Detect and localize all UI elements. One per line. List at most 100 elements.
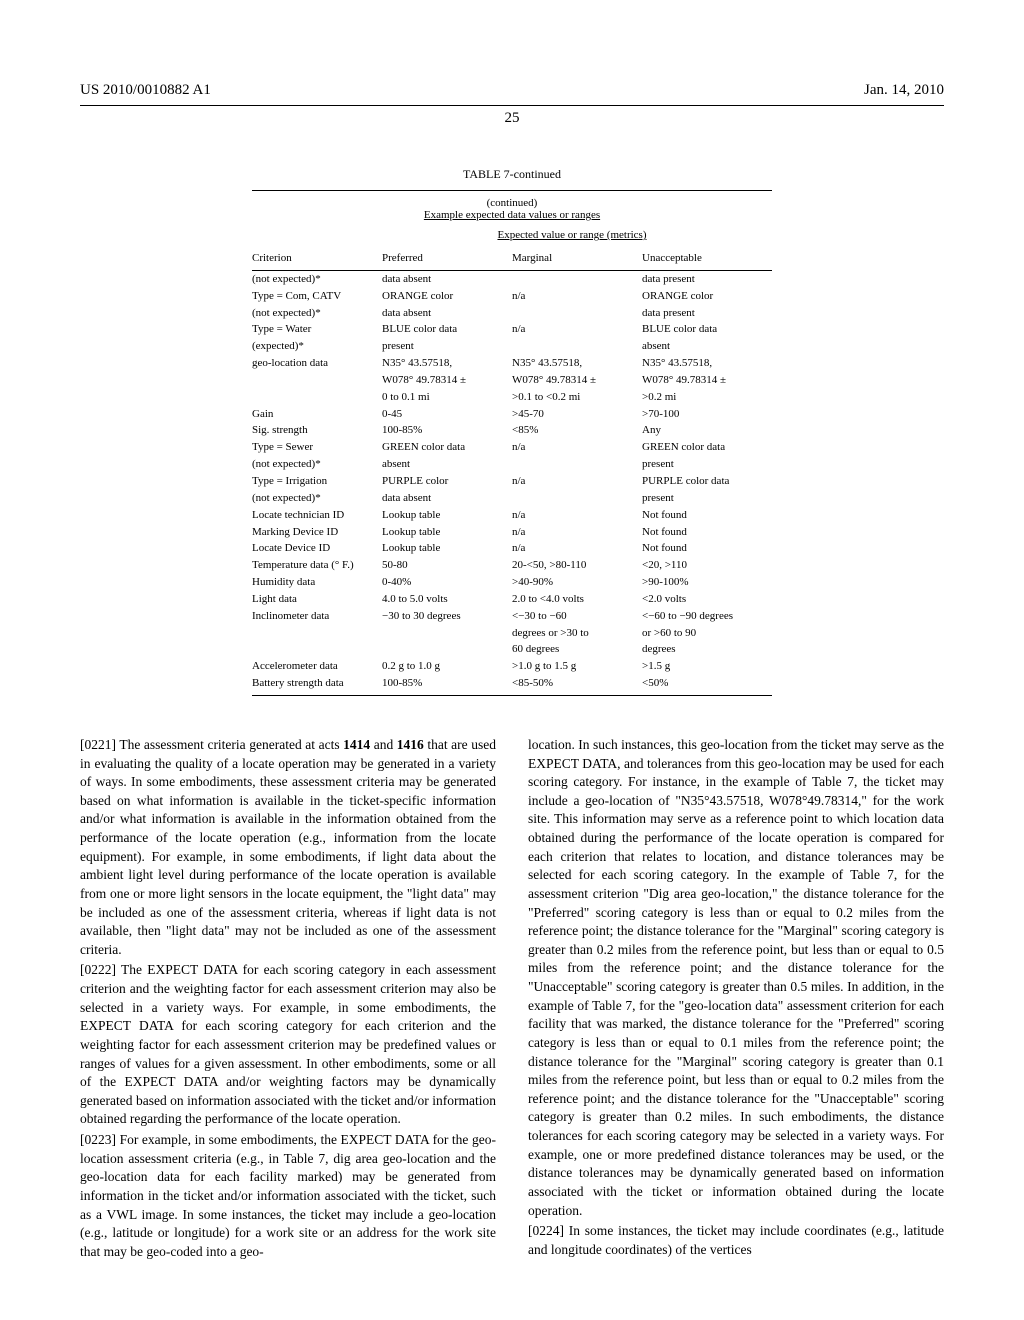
table-cell: Gain xyxy=(252,406,382,423)
table-cell: GREEN color data xyxy=(382,439,512,456)
table-row: Marking Device IDLookup tablen/aNot foun… xyxy=(252,524,772,541)
table-cell: 20-<50, >80-110 xyxy=(512,557,642,574)
table-row: Temperature data (° F.)50-8020-<50, >80-… xyxy=(252,557,772,574)
table-cell: Marking Device ID xyxy=(252,524,382,541)
table-cell xyxy=(382,625,512,642)
table-row: Locate Device IDLookup tablen/aNot found xyxy=(252,540,772,557)
header-rule xyxy=(80,105,944,106)
table-cell: BLUE color data xyxy=(642,321,772,338)
table-title: TABLE 7-continued xyxy=(252,167,772,182)
table-cell: Any xyxy=(642,422,772,439)
table-cell: N35° 43.57518, xyxy=(642,355,772,372)
table-cell: (not expected)* xyxy=(252,490,382,507)
table-cell: n/a xyxy=(512,507,642,524)
table-cell: N35° 43.57518, xyxy=(382,355,512,372)
table-rule-top xyxy=(252,190,772,191)
table-cell: Inclinometer data xyxy=(252,608,382,625)
col-header-preferred: Preferred xyxy=(382,247,512,270)
table-cell: (not expected)* xyxy=(252,456,382,473)
table-cell: 50-80 xyxy=(382,557,512,574)
table-cell: n/a xyxy=(512,439,642,456)
table-cell: n/a xyxy=(512,540,642,557)
table-cell: >0.1 to <0.2 mi xyxy=(512,389,642,406)
table-row: degrees or >30 toor >60 to 90 xyxy=(252,625,772,642)
paragraph-0223: [0223] For example, in some embodiments,… xyxy=(80,1131,496,1261)
table-cell: <2.0 volts xyxy=(642,591,772,608)
table-row: Humidity data0-40%>40-90%>90-100% xyxy=(252,574,772,591)
table-7-continued: TABLE 7-continued (continued) Example ex… xyxy=(252,167,772,696)
col-header-marginal: Marginal xyxy=(512,247,642,270)
table-cell: Sig. strength xyxy=(252,422,382,439)
table-cell: Light data xyxy=(252,591,382,608)
table-cell: Lookup table xyxy=(382,540,512,557)
table-cell: 4.0 to 5.0 volts xyxy=(382,591,512,608)
table-cell xyxy=(252,625,382,642)
table-cell: Not found xyxy=(642,524,772,541)
table-cell: present xyxy=(382,338,512,355)
table-cell: <85-50% xyxy=(512,675,642,695)
table-cell: Locate technician ID xyxy=(252,507,382,524)
table-cell: absent xyxy=(382,456,512,473)
table-cell: n/a xyxy=(512,288,642,305)
paragraph-0221: [0221] The assessment criteria generated… xyxy=(80,736,496,960)
table-cell: Type = Water xyxy=(252,321,382,338)
table-row: 60 degreesdegrees xyxy=(252,641,772,658)
table-cell: Locate Device ID xyxy=(252,540,382,557)
table-cell xyxy=(252,641,382,658)
table-cell: W078° 49.78314 ± xyxy=(512,372,642,389)
table-cell: >45-70 xyxy=(512,406,642,423)
table-cell: Battery strength data xyxy=(252,675,382,695)
table-cell xyxy=(512,338,642,355)
table-row: geo-location dataN35° 43.57518,N35° 43.5… xyxy=(252,355,772,372)
table-row: Locate technician IDLookup tablen/aNot f… xyxy=(252,507,772,524)
paragraph-0222-text: [0222] The EXPECT DATA for each scoring … xyxy=(80,962,496,1126)
table-cell: 2.0 to <4.0 volts xyxy=(512,591,642,608)
table-cell xyxy=(512,305,642,322)
table-cell: N35° 43.57518, xyxy=(512,355,642,372)
table-row: Type = SewerGREEN color datan/aGREEN col… xyxy=(252,439,772,456)
table-row: (not expected)*absent present xyxy=(252,456,772,473)
table-cell: geo-location data xyxy=(252,355,382,372)
table-cell: degrees or >30 to xyxy=(512,625,642,642)
table-cell: Humidity data xyxy=(252,574,382,591)
table-row: Light data4.0 to 5.0 volts2.0 to <4.0 vo… xyxy=(252,591,772,608)
table-cell: >40-90% xyxy=(512,574,642,591)
table-cell: <50% xyxy=(642,675,772,695)
paragraph-0221-text: [0221] The assessment criteria generated… xyxy=(80,737,496,957)
table-cell: data absent xyxy=(382,270,512,287)
table-cell: BLUE color data xyxy=(382,321,512,338)
table-row: 0 to 0.1 mi>0.1 to <0.2 mi>0.2 mi xyxy=(252,389,772,406)
table-cell xyxy=(512,456,642,473)
table-cell: absent xyxy=(642,338,772,355)
table-cell: 0 to 0.1 mi xyxy=(382,389,512,406)
table-cell xyxy=(382,641,512,658)
paragraph-right-text: location. In such instances, this geo-lo… xyxy=(528,737,944,1218)
table-cell: data present xyxy=(642,270,772,287)
table-cell: 60 degrees xyxy=(512,641,642,658)
table-cell: data absent xyxy=(382,305,512,322)
table-row: Type = IrrigationPURPLE colorn/aPURPLE c… xyxy=(252,473,772,490)
table-cell: Accelerometer data xyxy=(252,658,382,675)
table-cell: ORANGE color xyxy=(642,288,772,305)
right-column: location. In such instances, this geo-lo… xyxy=(528,736,944,1264)
table-cell: present xyxy=(642,490,772,507)
publication-date: Jan. 14, 2010 xyxy=(864,82,944,99)
table-cell: Temperature data (° F.) xyxy=(252,557,382,574)
table-cell: 0-40% xyxy=(382,574,512,591)
paragraph-0223-text: [0223] For example, in some embodiments,… xyxy=(80,1132,496,1259)
table-cell: ORANGE color xyxy=(382,288,512,305)
paragraph-0222: [0222] The EXPECT DATA for each scoring … xyxy=(80,961,496,1129)
table-cell: <20, >110 xyxy=(642,557,772,574)
table-cell: >70-100 xyxy=(642,406,772,423)
left-column: [0221] The assessment criteria generated… xyxy=(80,736,496,1264)
table-cell: Type = Com, CATV xyxy=(252,288,382,305)
page-header: US 2010/0010882 A1 Jan. 14, 2010 xyxy=(80,82,944,99)
page-number: 25 xyxy=(80,110,944,127)
table-cell: Lookup table xyxy=(382,524,512,541)
col-header-criterion: Criterion xyxy=(252,247,382,270)
table-row: (not expected)*data absentpresent xyxy=(252,490,772,507)
table-cell: present xyxy=(642,456,772,473)
table-cell: <−30 to −60 xyxy=(512,608,642,625)
table-row: Type = Com, CATVORANGE colorn/aORANGE co… xyxy=(252,288,772,305)
paragraph-0224: [0224] In some instances, the ticket may… xyxy=(528,1222,944,1259)
